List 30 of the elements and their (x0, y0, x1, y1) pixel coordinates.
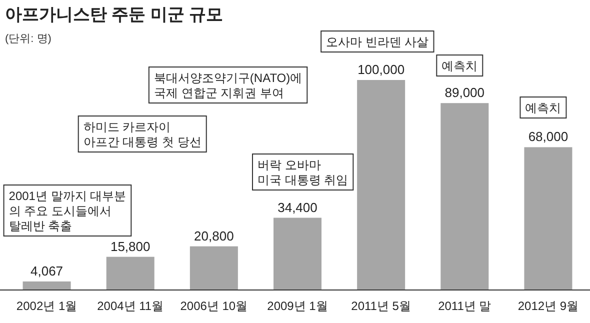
data-label: 15,800 (110, 238, 150, 254)
bar (190, 246, 238, 290)
x-tick-label: 2011년 5월 (351, 299, 411, 313)
x-tick-label: 2011년 말 (438, 299, 492, 313)
data-label: 68,000 (528, 129, 568, 144)
annotation: 버락 오바마 미국 대통령 취임 (258, 158, 348, 187)
data-label: 100,000 (358, 62, 405, 77)
annotation: 북대서양조약기구(NATO)에 국제 연합군 지휘권 부여 (154, 71, 302, 100)
x-tick-label: 2006년 10월 (180, 299, 248, 313)
data-label: 34,400 (278, 200, 318, 215)
bar (440, 103, 489, 290)
x-tick-label: 2009년 1월 (267, 299, 328, 313)
data-label: 89,000 (444, 85, 485, 100)
bar (22, 281, 71, 290)
text: 오사마 빈라덴 사살 (326, 35, 429, 49)
x-tick-label: 2004년 11월 (97, 299, 164, 313)
text: 예측치 (442, 59, 478, 73)
x-tick-label: 2002년 1월 (16, 299, 78, 313)
x-tick-label: 2012년 9월 (518, 299, 579, 313)
bar (357, 80, 406, 290)
text: (단위: 명) (5, 33, 52, 45)
data-label: 20,800 (194, 228, 234, 244)
annotation: 2001년 말까지 대부분 의 주요 도시들에서 탈레반 축출 (8, 189, 126, 233)
chart-title: 아프가니스탄 주둔 미군 규모 (5, 5, 224, 24)
data-label: 4,067 (30, 263, 64, 278)
bar (106, 256, 154, 290)
annotation: 예측치 (525, 101, 562, 115)
annotation: 하미드 카르자이 아프간 대통령 첫 당선 (83, 120, 202, 149)
bar (524, 147, 572, 290)
bar (274, 218, 322, 290)
